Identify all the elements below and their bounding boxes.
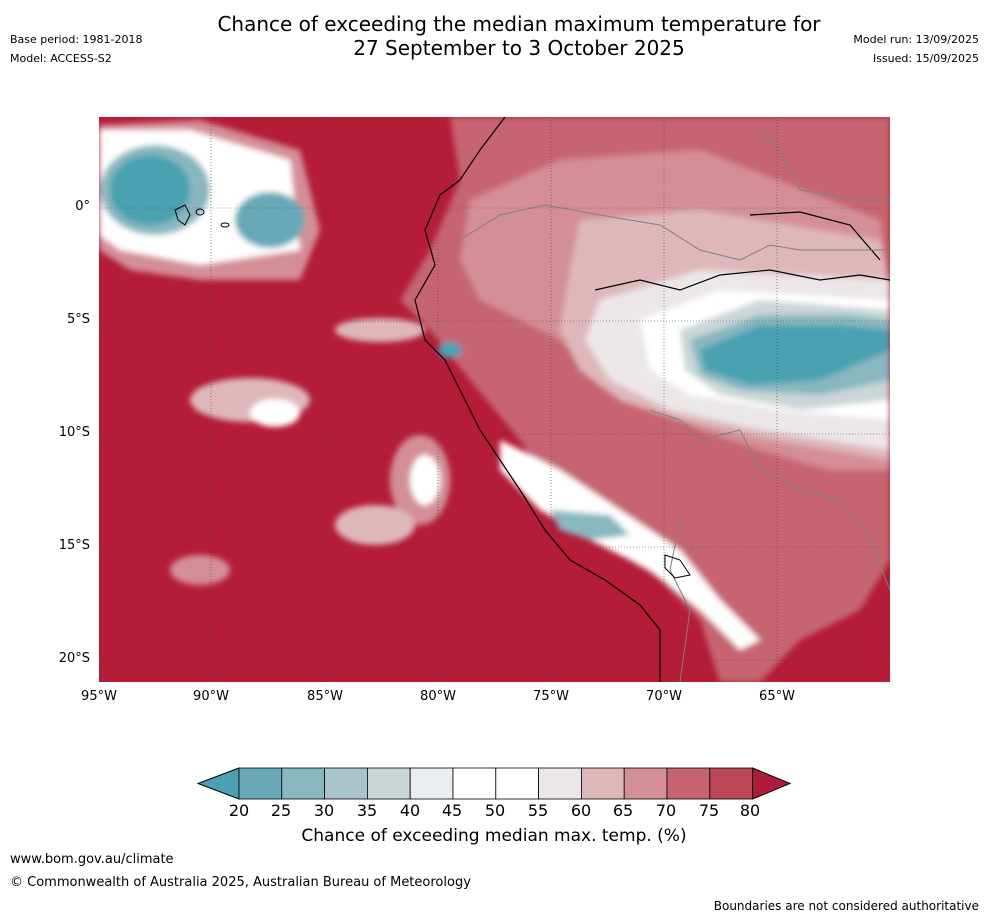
band-20-25 [700, 325, 890, 385]
coastal-blue-patch [550, 510, 630, 540]
colorbar-segment [623, 767, 668, 800]
galapagos-san-cristobal [220, 222, 230, 228]
colorbar-segment [324, 767, 368, 800]
lon-label-95w: 95°W [81, 689, 117, 704]
lon-label-65w: 65°W [759, 689, 795, 704]
colorbar-extend-low [196, 767, 240, 800]
river-north [749, 211, 881, 261]
colorbar-tick: 55 [527, 801, 549, 820]
title-line-1: Chance of exceeding the median maximum t… [217, 12, 821, 36]
offshore-patch-5 [170, 555, 230, 585]
colorbar-segment [238, 767, 283, 800]
galapagos-blue-east [235, 192, 305, 248]
lake-titicaca [664, 554, 691, 579]
base-period: Base period: 1981-2018 [10, 33, 143, 46]
galapagos-santa-cruz [195, 208, 205, 216]
offshore-patch-2 [335, 318, 425, 342]
colorbar-tick: 75 [698, 801, 720, 820]
offshore-patch-4 [335, 505, 415, 545]
amazon-river [594, 269, 890, 291]
coastline [414, 117, 661, 682]
lon-label-75w: 75°W [533, 689, 569, 704]
colorbar-tick: 35 [356, 801, 378, 820]
colorbar-segment [709, 767, 753, 800]
border-colombia-venezuela [759, 129, 890, 201]
issued-date: Issued: 15/09/2025 [872, 52, 979, 65]
chart-title: Chance of exceeding the median maximum t… [150, 12, 888, 60]
colorbar-segment [581, 767, 625, 800]
boundary-disclaimer: Boundaries are not considered authoritat… [713, 899, 979, 913]
website-url: www.bom.gov.au/climate [10, 852, 174, 867]
lat-label-20s: 20°S [58, 651, 90, 666]
coastal-white-strip [500, 440, 760, 650]
model-run: Model run: 13/09/2025 [853, 33, 979, 46]
border-peru-bolivia-brazil [649, 409, 890, 591]
colorbar-extend-high [752, 767, 792, 800]
galapagos-core-west [110, 155, 190, 225]
probability-field [99, 117, 890, 682]
coastal-blue-dot [438, 342, 462, 358]
colorbar-segment [281, 767, 325, 800]
colorbar-segment [366, 767, 411, 800]
offshore-patch-3-core [410, 455, 440, 505]
lon-label-85w: 85°W [307, 689, 343, 704]
colorbar-label: Chance of exceeding median max. temp. (%… [301, 826, 687, 846]
colorbar-tick: 25 [270, 801, 292, 820]
lat-label-0: 0° [75, 199, 90, 214]
colorbar-segment [666, 767, 711, 800]
graticule [99, 117, 890, 682]
copyright-notice: © Commonwealth of Australia 2025, Austra… [10, 875, 471, 890]
colorbar-segment [495, 767, 539, 800]
colorbar-tick: 70 [655, 801, 677, 820]
lat-label-5s: 5°S [66, 312, 90, 327]
colorbar-segment [452, 767, 497, 800]
title-line-2: 27 September to 3 October 2025 [353, 36, 685, 60]
border-peru-bolivia-chile [669, 519, 691, 682]
border-colombia-peru [459, 204, 890, 261]
colorbar-tick: 40 [399, 801, 421, 820]
lat-label-15s: 15°S [58, 538, 90, 553]
lon-label-80w: 80°W [420, 689, 456, 704]
colorbar-tick: 60 [570, 801, 592, 820]
colorbar-tick: 65 [612, 801, 634, 820]
colorbar-tick: 30 [313, 801, 335, 820]
colorbar-tick: 20 [228, 801, 250, 820]
colorbar-tick: 80 [739, 801, 761, 820]
model-name: Model: ACCESS-S2 [10, 52, 112, 65]
lon-label-70w: 70°W [646, 689, 682, 704]
colorbar-segment [409, 767, 454, 800]
colorbar-tick: 45 [441, 801, 463, 820]
colorbar-segment [538, 767, 582, 800]
lat-label-10s: 10°S [58, 425, 90, 440]
colorbar-tick: 50 [484, 801, 506, 820]
lon-label-90w: 90°W [193, 689, 229, 704]
galapagos-isabela [174, 204, 191, 226]
offshore-patch-1-core [250, 399, 300, 427]
